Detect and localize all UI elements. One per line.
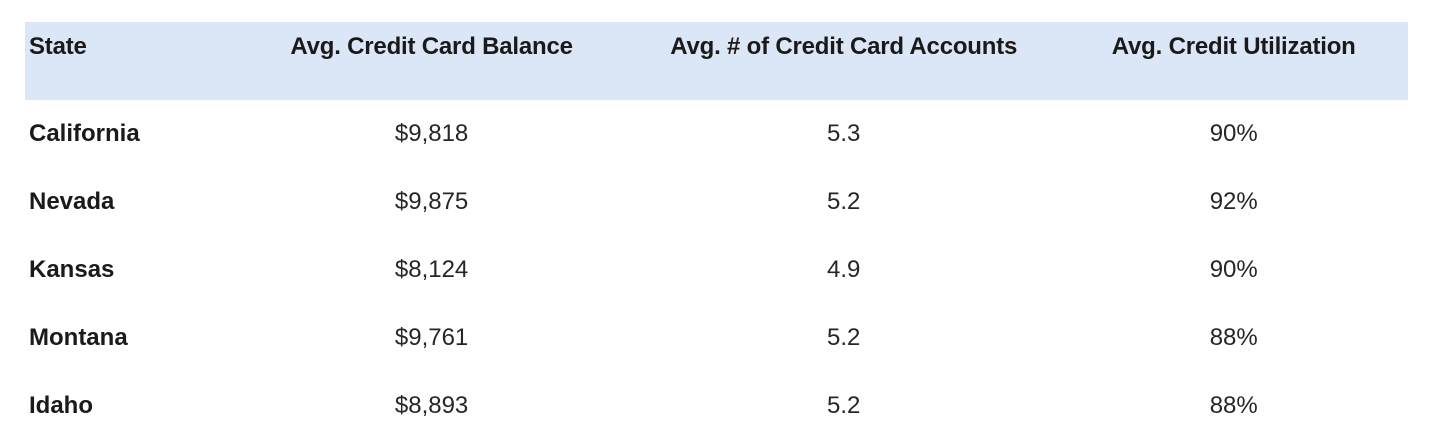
utilization-cell: 90% [1059,236,1408,304]
state-cell: Montana [25,304,236,372]
col-header-accounts: Avg. # of Credit Card Accounts [627,22,1060,100]
col-header-balance: Avg. Credit Card Balance [235,22,628,100]
utilization-cell: 92% [1059,168,1408,236]
state-cell: California [25,100,236,168]
balance-cell: $8,124 [235,236,628,304]
balance-cell: $8,893 [235,372,628,423]
table-row: Idaho $8,893 5.2 88% [25,372,1408,423]
utilization-cell: 88% [1059,372,1408,423]
accounts-cell: 5.2 [627,372,1060,423]
table-row: California $9,818 5.3 90% [25,100,1408,168]
table-body: California $9,818 5.3 90% Nevada $9,875 … [25,100,1408,423]
state-cell: Nevada [25,168,236,236]
table-header: State Avg. Credit Card Balance Avg. # of… [25,22,1408,100]
accounts-cell: 4.9 [627,236,1060,304]
accounts-cell: 5.2 [627,304,1060,372]
balance-cell: $9,875 [235,168,628,236]
col-header-state: State [25,22,236,100]
col-header-utilization: Avg. Credit Utilization [1059,22,1408,100]
balance-cell: $9,818 [235,100,628,168]
credit-stats-table: State Avg. Credit Card Balance Avg. # of… [25,22,1408,423]
credit-stats-table-container: State Avg. Credit Card Balance Avg. # of… [25,22,1408,423]
accounts-cell: 5.2 [627,168,1060,236]
utilization-cell: 88% [1059,304,1408,372]
accounts-cell: 5.3 [627,100,1060,168]
balance-cell: $9,761 [235,304,628,372]
table-row: Montana $9,761 5.2 88% [25,304,1408,372]
utilization-cell: 90% [1059,100,1408,168]
header-row: State Avg. Credit Card Balance Avg. # of… [25,22,1408,100]
state-cell: Idaho [25,372,236,423]
table-row: Kansas $8,124 4.9 90% [25,236,1408,304]
table-row: Nevada $9,875 5.2 92% [25,168,1408,236]
state-cell: Kansas [25,236,236,304]
